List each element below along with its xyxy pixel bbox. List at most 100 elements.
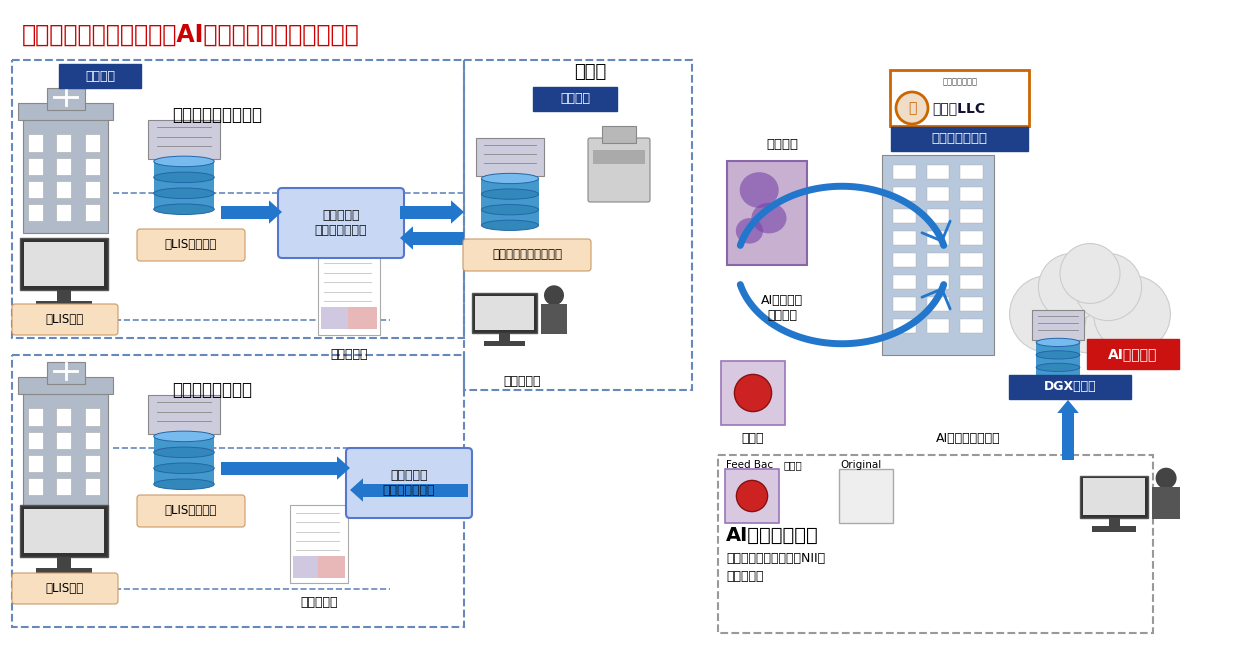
Text: AI解析済み
画像転送: AI解析済み 画像転送 bbox=[761, 294, 803, 322]
FancyBboxPatch shape bbox=[84, 204, 100, 222]
FancyBboxPatch shape bbox=[893, 231, 916, 245]
Circle shape bbox=[896, 92, 928, 124]
FancyBboxPatch shape bbox=[471, 292, 537, 333]
FancyBboxPatch shape bbox=[893, 253, 916, 267]
FancyBboxPatch shape bbox=[22, 114, 109, 233]
Text: AIエンジンの更新: AIエンジンの更新 bbox=[935, 432, 1001, 445]
Text: ・LISサーバー: ・LISサーバー bbox=[165, 239, 217, 252]
FancyBboxPatch shape bbox=[56, 478, 72, 495]
FancyBboxPatch shape bbox=[893, 209, 916, 223]
FancyBboxPatch shape bbox=[84, 135, 100, 152]
Circle shape bbox=[1075, 254, 1141, 320]
Ellipse shape bbox=[154, 431, 215, 441]
FancyBboxPatch shape bbox=[25, 242, 104, 286]
Polygon shape bbox=[400, 226, 413, 250]
FancyBboxPatch shape bbox=[148, 395, 220, 434]
FancyBboxPatch shape bbox=[19, 376, 114, 394]
Ellipse shape bbox=[752, 203, 786, 233]
FancyBboxPatch shape bbox=[927, 231, 949, 245]
FancyBboxPatch shape bbox=[893, 319, 916, 333]
FancyBboxPatch shape bbox=[84, 455, 100, 472]
Text: ・LIS端末: ・LIS端末 bbox=[46, 313, 84, 326]
Ellipse shape bbox=[481, 174, 538, 184]
FancyBboxPatch shape bbox=[47, 88, 84, 110]
FancyBboxPatch shape bbox=[500, 333, 510, 341]
FancyBboxPatch shape bbox=[318, 255, 380, 335]
FancyBboxPatch shape bbox=[882, 155, 995, 355]
FancyBboxPatch shape bbox=[84, 181, 100, 198]
FancyBboxPatch shape bbox=[292, 556, 346, 578]
FancyBboxPatch shape bbox=[400, 205, 450, 218]
FancyBboxPatch shape bbox=[893, 165, 916, 179]
Text: ・LIS端末: ・LIS端末 bbox=[46, 582, 84, 595]
FancyBboxPatch shape bbox=[960, 209, 982, 223]
FancyBboxPatch shape bbox=[59, 64, 141, 88]
FancyBboxPatch shape bbox=[587, 138, 650, 202]
Text: 解析像: 解析像 bbox=[742, 432, 764, 445]
Circle shape bbox=[1155, 468, 1176, 489]
FancyBboxPatch shape bbox=[25, 508, 104, 553]
Text: AI開発グループ: AI開発グループ bbox=[726, 525, 818, 545]
FancyBboxPatch shape bbox=[890, 70, 1029, 126]
Circle shape bbox=[1041, 257, 1138, 353]
FancyBboxPatch shape bbox=[927, 319, 949, 333]
FancyBboxPatch shape bbox=[960, 297, 982, 311]
FancyBboxPatch shape bbox=[481, 179, 538, 194]
Text: 解析像: 解析像 bbox=[784, 460, 803, 470]
FancyBboxPatch shape bbox=[148, 120, 220, 159]
FancyBboxPatch shape bbox=[290, 505, 348, 583]
Ellipse shape bbox=[1037, 351, 1080, 359]
FancyBboxPatch shape bbox=[56, 157, 72, 175]
FancyBboxPatch shape bbox=[137, 495, 246, 527]
FancyBboxPatch shape bbox=[27, 157, 43, 175]
FancyBboxPatch shape bbox=[84, 478, 100, 495]
Ellipse shape bbox=[154, 479, 215, 489]
FancyBboxPatch shape bbox=[27, 204, 43, 222]
FancyBboxPatch shape bbox=[27, 135, 43, 152]
FancyBboxPatch shape bbox=[927, 275, 949, 289]
FancyBboxPatch shape bbox=[891, 127, 1028, 151]
FancyBboxPatch shape bbox=[533, 87, 617, 111]
Text: データセンター: データセンター bbox=[932, 133, 987, 146]
Ellipse shape bbox=[1037, 338, 1080, 346]
Circle shape bbox=[737, 480, 768, 512]
FancyBboxPatch shape bbox=[56, 135, 72, 152]
Ellipse shape bbox=[481, 220, 538, 231]
FancyBboxPatch shape bbox=[1037, 367, 1080, 380]
FancyBboxPatch shape bbox=[84, 432, 100, 449]
FancyBboxPatch shape bbox=[292, 556, 318, 578]
FancyBboxPatch shape bbox=[56, 181, 72, 198]
Polygon shape bbox=[350, 478, 363, 502]
FancyBboxPatch shape bbox=[321, 307, 376, 330]
Text: データ連携
（オンライン）: データ連携 （オンライン） bbox=[315, 209, 368, 237]
FancyBboxPatch shape bbox=[481, 194, 538, 210]
FancyBboxPatch shape bbox=[84, 408, 100, 426]
FancyBboxPatch shape bbox=[960, 165, 982, 179]
FancyBboxPatch shape bbox=[27, 478, 43, 495]
FancyBboxPatch shape bbox=[154, 161, 215, 177]
FancyBboxPatch shape bbox=[727, 161, 807, 265]
FancyBboxPatch shape bbox=[960, 275, 982, 289]
Ellipse shape bbox=[735, 218, 763, 244]
FancyBboxPatch shape bbox=[27, 432, 43, 449]
Polygon shape bbox=[450, 200, 464, 224]
Ellipse shape bbox=[1037, 376, 1080, 384]
FancyBboxPatch shape bbox=[1092, 526, 1137, 532]
FancyBboxPatch shape bbox=[346, 448, 471, 518]
Text: AIエンジン: AIエンジン bbox=[1108, 347, 1157, 361]
Text: 診断書報告: 診断書報告 bbox=[331, 348, 368, 361]
FancyBboxPatch shape bbox=[413, 231, 464, 244]
FancyBboxPatch shape bbox=[154, 193, 215, 209]
Ellipse shape bbox=[154, 188, 215, 198]
Text: データ連携
（オンライン）: データ連携 （オンライン） bbox=[383, 469, 436, 497]
FancyBboxPatch shape bbox=[27, 408, 43, 426]
Ellipse shape bbox=[154, 447, 215, 458]
FancyBboxPatch shape bbox=[1083, 478, 1145, 515]
FancyBboxPatch shape bbox=[221, 462, 337, 474]
FancyBboxPatch shape bbox=[960, 319, 982, 333]
FancyBboxPatch shape bbox=[927, 209, 949, 223]
Ellipse shape bbox=[154, 172, 215, 183]
FancyBboxPatch shape bbox=[960, 231, 982, 245]
Text: ・国立情報学研究所（NII）: ・国立情報学研究所（NII） bbox=[726, 551, 826, 564]
Text: 吉野川医療センター: 吉野川医療センター bbox=[172, 106, 262, 124]
